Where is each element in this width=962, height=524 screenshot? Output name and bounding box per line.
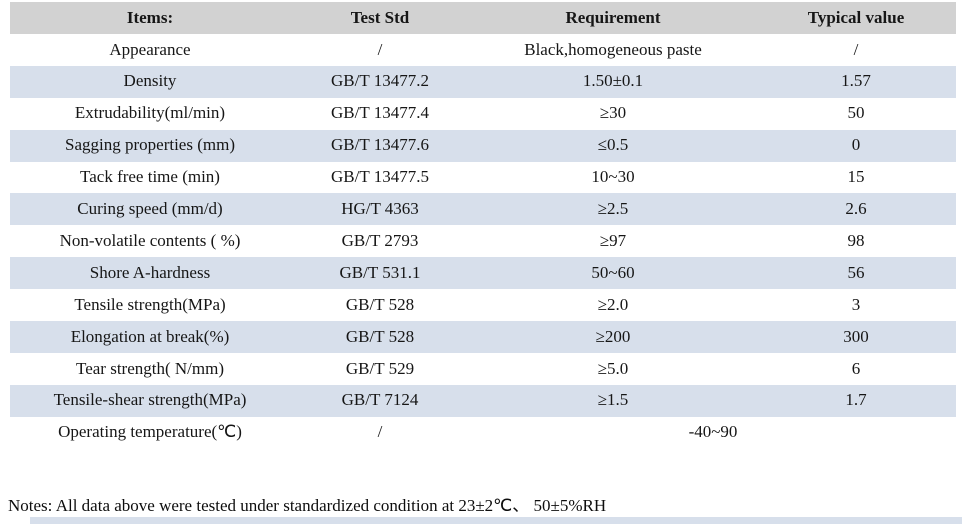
item-cell: Density bbox=[123, 72, 177, 91]
merged-range-cell: -40~90 bbox=[688, 423, 738, 442]
table-row: Non-volatile contents ( %) GB/T 2793 ≥97… bbox=[10, 225, 956, 258]
test-std-cell: GB/T 13477.6 bbox=[331, 136, 429, 155]
test-std-cell: / bbox=[377, 40, 383, 59]
spec-table: Items: Test Std Requirement Typical valu… bbox=[10, 2, 956, 449]
table-row-operating-temperature: Operating temperature(℃) / -40~90 bbox=[10, 416, 956, 449]
typical-value-cell: 3 bbox=[851, 295, 861, 314]
header-typical-value: Typical value bbox=[807, 8, 905, 27]
table-row: Elongation at break(%) GB/T 528 ≥200 300 bbox=[10, 321, 956, 353]
test-std-cell: GB/T 529 bbox=[345, 359, 415, 378]
header-items: Items: bbox=[126, 8, 174, 27]
notes-text: Notes: All data above were tested under … bbox=[8, 496, 607, 515]
typical-value-cell: 15 bbox=[847, 168, 865, 187]
table-row: Extrudability(ml/min) GB/T 13477.4 ≥30 5… bbox=[10, 97, 956, 130]
typical-value-cell: 1.7 bbox=[845, 391, 867, 410]
table-row: Shore A-hardness GB/T 531.1 50~60 56 bbox=[10, 257, 956, 290]
requirement-cell: ≥1.5 bbox=[597, 391, 629, 410]
requirement-cell: ≥97 bbox=[599, 231, 627, 250]
test-std-cell: GB/T 13477.4 bbox=[331, 104, 429, 123]
item-cell: Non-volatile contents ( %) bbox=[59, 231, 241, 250]
requirement-cell: ≥2.5 bbox=[597, 200, 629, 219]
test-std-cell: GB/T 13477.2 bbox=[331, 72, 429, 91]
table-row: Density GB/T 13477.2 1.50±0.1 1.57 bbox=[10, 65, 956, 98]
item-cell: Shore A-hardness bbox=[89, 263, 211, 282]
requirement-cell: ≥30 bbox=[599, 104, 627, 123]
item-cell: Extrudability(ml/min) bbox=[74, 104, 226, 123]
test-std-cell: / bbox=[377, 423, 383, 442]
typical-value-cell: 300 bbox=[843, 327, 869, 346]
table-row: Tensile-shear strength(MPa) GB/T 7124 ≥1… bbox=[10, 384, 956, 417]
header-test-std: Test Std bbox=[350, 8, 410, 27]
requirement-cell: ≥2.0 bbox=[597, 295, 629, 314]
header-requirement: Requirement bbox=[565, 8, 661, 27]
item-cell: Sagging properties (mm) bbox=[65, 136, 235, 155]
typical-value-cell: 6 bbox=[851, 359, 861, 378]
test-std-cell: GB/T 13477.5 bbox=[331, 168, 429, 187]
item-cell: Operating temperature(℃) bbox=[58, 423, 242, 442]
typical-value-cell: / bbox=[853, 40, 859, 59]
table-header-row: Items: Test Std Requirement Typical valu… bbox=[10, 2, 956, 34]
table-row: Tack free time (min) GB/T 13477.5 10~30 … bbox=[10, 161, 956, 194]
item-cell: Tack free time (min) bbox=[80, 168, 220, 187]
table-row: Curing speed (mm/d) HG/T 4363 ≥2.5 2.6 bbox=[10, 193, 956, 226]
typical-value-cell: 2.6 bbox=[845, 200, 867, 219]
item-cell: Tensile strength(MPa) bbox=[74, 295, 226, 314]
typical-value-cell: 1.57 bbox=[841, 72, 871, 91]
typical-value-cell: 0 bbox=[851, 136, 861, 155]
table-row: Tensile strength(MPa) GB/T 528 ≥2.0 3 bbox=[10, 289, 956, 322]
table-row: Appearance / Black,homogeneous paste / bbox=[10, 34, 956, 66]
table-row: Tear strength( N/mm) GB/T 529 ≥5.0 6 bbox=[10, 352, 956, 385]
requirement-cell: 10~30 bbox=[591, 168, 635, 187]
test-std-cell: GB/T 2793 bbox=[341, 231, 419, 250]
typical-value-cell: 98 bbox=[847, 231, 865, 250]
item-cell: Elongation at break(%) bbox=[70, 327, 230, 346]
test-std-cell: HG/T 4363 bbox=[341, 200, 419, 219]
test-std-cell: GB/T 7124 bbox=[341, 391, 419, 410]
item-cell: Tensile-shear strength(MPa) bbox=[53, 391, 247, 410]
item-cell: Tear strength( N/mm) bbox=[76, 359, 224, 378]
requirement-cell: ≥200 bbox=[595, 327, 631, 346]
requirement-cell: ≥5.0 bbox=[597, 359, 629, 378]
table-row: Sagging properties (mm) GB/T 13477.6 ≤0.… bbox=[10, 129, 956, 162]
test-std-cell: GB/T 528 bbox=[345, 327, 415, 346]
requirement-cell: 1.50±0.1 bbox=[582, 72, 644, 91]
typical-value-cell: 50 bbox=[847, 104, 865, 123]
requirement-cell: ≤0.5 bbox=[597, 136, 629, 155]
requirement-cell: Black,homogeneous paste bbox=[524, 40, 702, 59]
requirement-cell: 50~60 bbox=[591, 263, 635, 282]
typical-value-cell: 56 bbox=[847, 263, 865, 282]
item-cell: Curing speed (mm/d) bbox=[77, 200, 223, 219]
test-std-cell: GB/T 528 bbox=[345, 295, 415, 314]
item-cell: Appearance bbox=[109, 40, 191, 59]
cropped-next-row-strip bbox=[30, 517, 962, 524]
test-std-cell: GB/T 531.1 bbox=[339, 263, 421, 282]
